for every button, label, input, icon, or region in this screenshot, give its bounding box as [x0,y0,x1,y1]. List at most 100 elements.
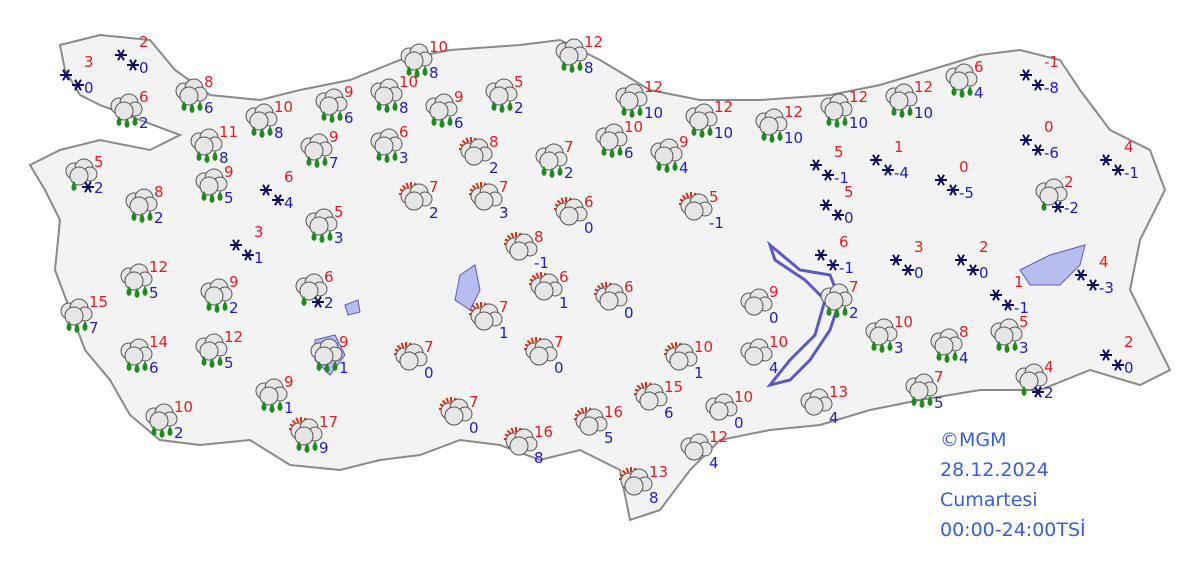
max-temp: 12 [644,78,663,96]
min-temp: 4 [679,159,689,177]
snow-flake [1022,69,1030,81]
min-temp: 10 [714,124,733,142]
snow-flake [872,154,880,166]
cloud-part [129,196,149,216]
station: 30 [60,53,94,97]
min-temp: 8 [219,149,229,167]
min-temp: 1 [694,364,704,382]
snow-flake [957,254,965,266]
snow-flake [117,49,125,61]
cloud-part [559,206,579,226]
min-temp: 1 [559,294,569,312]
station: 106 [595,118,643,162]
min-temp: 4 [829,409,839,427]
rain-drop [327,231,333,241]
rain-drop [561,61,567,71]
min-temp: 7 [329,154,339,172]
min-temp: -3 [1099,279,1114,297]
station: 64 [260,168,294,212]
max-temp: 12 [709,428,728,446]
min-temp: -1 [834,169,849,187]
rain-drop [296,441,302,451]
station: 108 [245,98,293,142]
cloud-part [949,71,969,91]
min-temp: 8 [584,59,594,77]
cloud-part [194,136,214,156]
rain-drop [376,151,382,161]
rain-drop [134,288,140,298]
min-temp: 2 [94,179,104,197]
min-temp: 0 [624,304,634,322]
rain-drop [181,101,187,111]
station: 82 [125,183,164,227]
min-temp: 8 [429,64,439,82]
station: 70 [439,393,479,437]
sun-ray [475,182,480,188]
rain-drop [919,398,925,408]
cloud-part [639,391,659,411]
min-temp: 2 [154,209,164,227]
rain-drop [842,116,848,126]
rain-drop [577,61,583,71]
rain-drop [871,341,877,351]
rain-drop [629,108,635,118]
rain-drop [209,358,215,368]
snow-flake [1034,144,1042,156]
cloud-part [314,346,334,366]
max-temp: 5 [94,153,104,171]
rain-drop [549,168,555,178]
min-temp: 9 [319,439,329,457]
rain-drop [259,128,265,138]
min-temp: -2 [1064,199,1079,217]
snow-flake [62,69,70,81]
rain-drop [332,361,338,371]
max-temp: 0 [959,158,969,176]
station: 104 [740,333,788,377]
cloud-part [684,201,704,221]
min-temp: 0 [84,79,94,97]
station: 0-6 [1020,118,1059,162]
rain-drop [196,151,202,161]
station: 73 [469,178,509,222]
max-temp: 12 [149,258,168,276]
max-temp: 7 [499,298,509,316]
max-temp: 12 [714,98,733,116]
max-temp: 7 [469,393,479,411]
cloud-part [259,386,279,406]
rain-drop [879,343,885,353]
station: 52 [485,73,524,117]
station: 31 [230,223,264,267]
min-temp: 8 [649,489,659,507]
cloud-part [489,86,509,106]
min-temp: 0 [914,264,924,282]
rain-drop [277,401,283,411]
min-temp: -1 [1124,164,1139,182]
min-temp: 10 [644,104,663,122]
max-temp: 16 [534,423,553,441]
rain-drop [664,163,670,173]
cloud-part [319,96,339,116]
max-temp: 9 [284,373,294,391]
snow-flake [314,296,322,308]
min-temp: -1 [709,214,724,232]
rain-drop [699,128,705,138]
rain-drop [151,426,157,436]
cloud-part [374,136,394,156]
station: 20 [115,33,149,77]
station: 53 [990,313,1029,357]
rain-drop [71,181,77,191]
rain-drop [197,101,203,111]
max-temp: 9 [229,273,239,291]
rain-drop [672,161,678,171]
sun-ray [600,282,605,288]
min-temp: 4 [769,359,779,377]
max-temp: 6 [974,58,984,76]
max-temp: 1 [1014,273,1024,291]
cloud-part [654,146,674,166]
station: 72 [535,138,574,182]
max-temp: 10 [769,333,788,351]
rain-drop [189,103,195,113]
rain-drop [491,101,497,111]
max-temp: 6 [839,233,849,251]
